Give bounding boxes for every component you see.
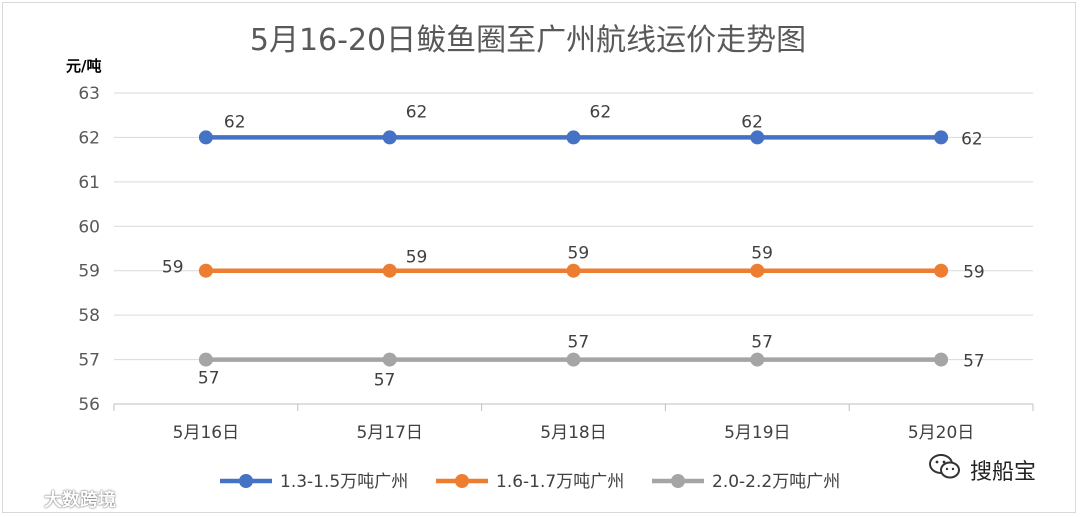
data-label: 62 — [961, 129, 983, 149]
data-label: 59 — [751, 244, 773, 264]
y-tick-label: 56 — [78, 395, 100, 415]
data-label: 59 — [568, 244, 590, 264]
y-tick-label: 62 — [78, 128, 100, 148]
x-tick-label: 5月16日 — [173, 423, 239, 443]
x-tick-label: 5月20日 — [908, 423, 974, 443]
legend-label: 2.0-2.2万吨广州 — [712, 472, 840, 492]
data-label: 59 — [162, 258, 184, 278]
data-label: 57 — [751, 333, 773, 353]
legend-marker — [455, 474, 469, 488]
data-label: 62 — [590, 102, 612, 122]
data-label: 59 — [963, 263, 985, 283]
data-point — [934, 352, 949, 367]
watermark-right: 搜船宝 — [928, 452, 1036, 488]
data-point — [750, 352, 765, 367]
data-label: 57 — [568, 333, 590, 353]
data-label: 57 — [963, 352, 985, 372]
watermark-left: 大数跨境 — [9, 485, 116, 512]
data-label: 57 — [374, 371, 396, 391]
watermark-left-text: 大数跨境 — [44, 489, 116, 511]
data-label: 62 — [406, 102, 428, 122]
y-tick-label: 57 — [78, 351, 100, 371]
y-tick-label: 58 — [78, 306, 100, 326]
y-tick-labels: 56 57 58 59 60 61 62 63 — [78, 84, 100, 415]
x-tick-label: 5月17日 — [356, 423, 422, 443]
data-point — [934, 130, 949, 145]
data-point — [198, 263, 213, 278]
legend-marker — [239, 474, 253, 488]
data-label: 62 — [741, 112, 763, 132]
y-tick-label: 60 — [78, 217, 100, 237]
legend: 1.3-1.5万吨广州 1.6-1.7万吨广州 2.0-2.2万吨广州 — [220, 472, 840, 492]
data-labels: 62 62 62 62 62 59 59 59 59 59 57 57 57 57 57 — [162, 102, 985, 390]
chart-title: 5月16-20日鲅鱼圈至广州航线运价走势图 — [250, 23, 806, 58]
data-point — [750, 263, 765, 278]
wechat-icon — [928, 452, 962, 488]
y-tick-label: 59 — [78, 262, 100, 282]
data-label: 59 — [406, 248, 428, 268]
data-point — [566, 263, 581, 278]
series-group — [198, 130, 949, 367]
data-point — [934, 263, 949, 278]
data-point — [750, 130, 765, 145]
x-tick-label: 5月19日 — [724, 423, 790, 443]
y-tick-label: 63 — [78, 84, 100, 104]
data-point — [198, 130, 213, 145]
x-axis: 5月16日 5月17日 5月18日 5月19日 5月20日 — [113, 404, 1034, 443]
y-tick-label: 61 — [78, 173, 100, 193]
logo-icon — [9, 485, 38, 512]
data-point — [382, 130, 397, 145]
data-point — [198, 352, 213, 367]
legend-label: 1.3-1.5万吨广州 — [280, 472, 408, 492]
data-point — [566, 130, 581, 145]
data-point — [382, 352, 397, 367]
watermark-right-text: 搜船宝 — [970, 460, 1037, 485]
data-label: 62 — [224, 112, 246, 132]
x-tick-label: 5月18日 — [540, 423, 606, 443]
data-point — [566, 352, 581, 367]
data-point — [382, 263, 397, 278]
data-label: 57 — [198, 369, 220, 389]
legend-marker — [671, 474, 685, 488]
y-axis-unit-label: 元/吨 — [66, 57, 101, 75]
legend-label: 1.6-1.7万吨广州 — [496, 472, 624, 492]
